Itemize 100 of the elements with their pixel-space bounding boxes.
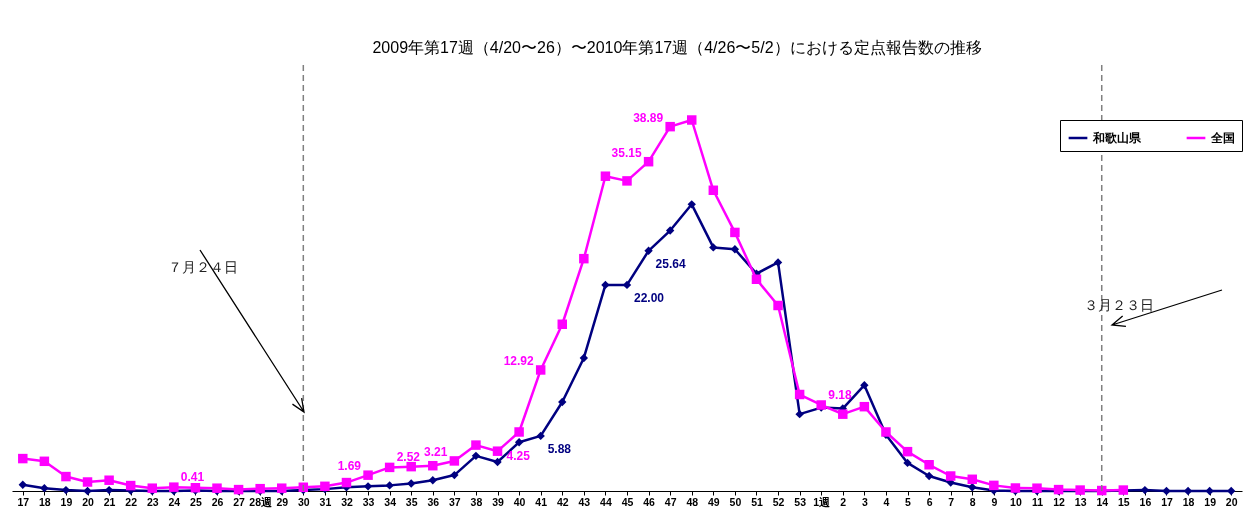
x-tick-label: 27 [233,495,246,508]
point [83,486,92,496]
x-tick-label: 21 [103,495,116,508]
x-tick-label: 8 [969,495,976,508]
x-tick-label: 22 [125,495,138,508]
x-tick-label: 39 [492,495,505,508]
legend-label: 全国 [1210,131,1235,145]
x-tick-label: 49 [707,495,720,508]
point [579,353,589,363]
point [665,226,675,235]
point [190,482,201,493]
x-tick-label: 36 [427,495,440,508]
data-label: 25.64 [655,256,686,271]
point [773,258,783,267]
point [428,460,438,471]
point [708,185,719,196]
point [859,401,870,412]
point [471,440,481,450]
x-tick-label: 51 [751,495,763,508]
data-label: 9.18 [828,388,852,402]
point [514,438,524,447]
x-tick-label: 52 [772,495,785,508]
data-label: 2.52 [396,450,421,465]
x-tick-label: 20 [82,495,95,508]
x-tick-label: 17 [17,495,30,508]
x-tick-label: 29 [276,495,289,508]
point [579,253,589,264]
x-tick-label: 10 [1010,495,1022,508]
point [39,456,50,467]
point [363,470,373,480]
data-label: 1.69 [337,459,362,474]
x-tick-label: 14 [1096,495,1109,508]
x-tick-label: 42 [556,495,569,508]
x-tick-label: 46 [643,495,656,508]
x-tick-label: 24 [168,495,181,508]
data-label: 0.41 [180,470,205,485]
point [104,475,114,485]
x-tick-label: 41 [535,495,548,508]
point [924,471,934,481]
x-tick-label: 2 [840,495,847,508]
point [751,274,762,285]
point [557,319,568,329]
point [730,227,740,238]
point [18,453,28,464]
point [709,243,718,252]
point [730,245,740,254]
point [795,409,804,419]
point [601,280,610,290]
point [644,246,653,255]
point [363,482,373,491]
point [794,389,805,400]
data-label: 3.21 [424,444,448,459]
x-tick-label: 37 [449,495,461,508]
data-label: 4.25 [506,449,531,464]
point [536,431,545,441]
point [622,176,632,186]
x-tick-label: 18 [1182,495,1195,508]
point [449,456,460,466]
x-tick-label: 3 [861,495,868,508]
point [1162,486,1171,496]
x-tick-label: 6 [926,495,933,508]
point [406,461,416,472]
point [643,156,654,167]
x-tick-label: 25 [190,495,202,508]
point [902,446,913,457]
data-label: 12.92 [503,353,535,368]
x-tick-label: 53 [794,495,807,508]
point [125,480,136,491]
x-tick-label: 18 [39,495,51,508]
point [903,458,912,468]
point [493,457,502,467]
point [773,300,783,311]
point [665,121,675,132]
point [989,480,999,491]
x-tick-label: 34 [384,495,397,508]
point [924,460,934,470]
x-tick-label: 1週 [813,495,832,508]
point [82,477,93,487]
x-tick-label: 38 [470,495,483,508]
point [341,477,352,488]
ref-line-label: ７月２４日 [168,259,239,276]
legend-label: 和歌山県 [1092,131,1142,145]
ref-line-label: ３月２３日 [1083,296,1154,313]
x-tick-label: 19 [1204,495,1217,508]
point [169,482,179,492]
x-tick-label: 35 [405,495,418,508]
x-tick-label: 48 [686,495,699,508]
point [967,474,978,485]
point [968,483,977,492]
x-tick-label: 47 [664,495,677,508]
chart-title: 2009年第17週（4/20〜26）〜2010年第17週（4/26〜5/2）における定点報告数の推移 [372,39,982,57]
point [686,115,697,125]
x-tick-label: 50 [729,495,742,508]
point [385,481,394,490]
point [945,471,956,481]
data-label: 5.88 [547,441,572,456]
point [61,471,71,482]
point [428,476,437,485]
point [450,470,459,480]
point [860,380,869,390]
